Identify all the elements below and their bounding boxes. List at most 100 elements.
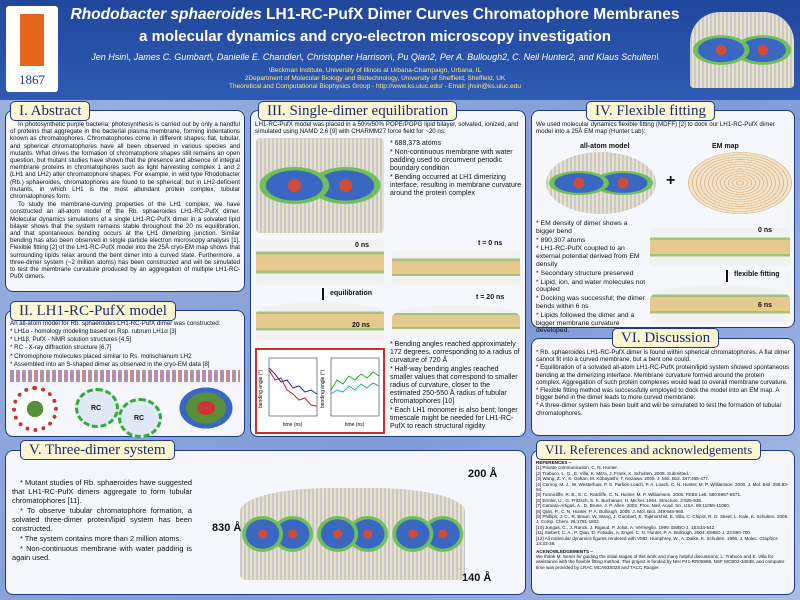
discussion-box xyxy=(531,338,795,436)
model-bullets: * LH1α - homology modeling based on Rsp.… xyxy=(10,328,242,369)
title-rest: LH1-RC-PufX Dimer Curves Chromatophore M… xyxy=(266,6,680,23)
ring-schematic: RC xyxy=(118,398,162,438)
rc-label: RC xyxy=(91,405,102,412)
reference: [10] Jungas, C., J. Ranck, J. Rigaud, P.… xyxy=(536,524,716,530)
reference: [2] Trabuco, L. G., E. Villa, K. Mitra, … xyxy=(536,470,690,476)
acknowledgements-title: ACKNOWLEDGEMENTS – xyxy=(536,548,593,554)
bullet: * LH1β, PufX - NMR solution structures [… xyxy=(10,336,132,344)
header: 1867 Rhodobacter sphaeroides LH1-RC-PufX… xyxy=(0,0,800,100)
references-box xyxy=(531,450,795,595)
affiliation: 2Department of Molecular Biology and Bio… xyxy=(244,75,506,82)
bullet: * EM density of dimer shows a bigger ben… xyxy=(536,220,628,235)
affiliation: Theoretical and Computational Biophysics… xyxy=(228,83,521,90)
plot-line xyxy=(330,371,380,391)
side-view-image xyxy=(392,305,520,337)
reference: [12] All molecular dynamics figures rend… xyxy=(536,535,778,547)
equilibration-bullets: * 688,373 atoms * Non-continuous membrane… xyxy=(390,140,522,199)
affiliation: \Beckman Institute, University of Illino… xyxy=(268,67,482,74)
reference: [8] Qian, P., C. N. Hunter, P. A. Bullou… xyxy=(536,508,685,514)
section-heading: VII. References and acknowledgements xyxy=(536,440,762,460)
fit-image xyxy=(650,228,790,266)
plot-panel: bending angle (°) bending angle (°) time… xyxy=(255,348,385,434)
affiliations: \Beckman Institute, University of Illino… xyxy=(70,67,680,91)
section-heading: I. Abstract xyxy=(10,101,91,121)
reference: [6] Ermler, U., G. Fritzsch, S. K. Bucha… xyxy=(536,497,703,503)
bullet: * Lipids followed the dimer and a bigger… xyxy=(536,311,635,335)
plot-frame xyxy=(268,357,318,417)
x-axis-label: time (ns) xyxy=(345,422,365,428)
bullet: * Bending angles reached approximately 1… xyxy=(390,341,520,364)
plot-line xyxy=(268,369,318,407)
plot-frame xyxy=(330,357,380,417)
fitting-intro: We used molecular dynamics flexible fitt… xyxy=(536,121,775,136)
section-heading: IV. Flexible fitting xyxy=(586,101,715,121)
section-heading: III. Single-dimer equilibration xyxy=(258,101,458,121)
paragraph: In photosynthetic purple bacteria, photo… xyxy=(10,121,240,201)
fitting-bullets: * EM density of dimer shows a bigger ben… xyxy=(536,220,646,336)
title-species: Rhodobacter sphaeroides xyxy=(70,6,262,23)
results-bullets: * Bending angles reached approximately 1… xyxy=(390,341,522,432)
reference: [11] Siebert, C. A., P. Qian, D. Fotiadi… xyxy=(536,530,752,536)
bullet: * Each LH1 monomer is also bent; longer … xyxy=(390,407,518,430)
logo-mark xyxy=(20,14,44,66)
plot-line xyxy=(330,382,380,395)
bullet: * LH1α - homology modeling based on Rsp.… xyxy=(10,328,177,335)
alignment-figure xyxy=(10,370,240,382)
three-dimer-bullets: * Mutant studies of Rb. sphaeroides have… xyxy=(12,478,192,563)
dimer-image xyxy=(175,384,237,432)
y-axis-label: bending angle (°) xyxy=(320,370,326,408)
arrow-label: equilibration xyxy=(330,290,372,297)
time-label: 6 ns xyxy=(758,302,773,309)
bullet: * The system contains more than 2 millio… xyxy=(20,534,182,543)
model-image xyxy=(546,152,656,214)
subtitle: a molecular dynamics and cryo-electron m… xyxy=(139,28,611,45)
reference: [5] Tunnicliffe, R. B., E. C. Ratcliffe,… xyxy=(536,492,742,498)
dimension-label: 830 Å xyxy=(212,522,242,534)
bullet: * Secondary structure preserved xyxy=(536,269,634,277)
bullet: * Bending occurred at LH1 dimerizing int… xyxy=(390,174,522,197)
x-axis-label: time (ns) xyxy=(283,422,303,428)
bullet: * Mutant studies of Rb. sphaeroides have… xyxy=(12,478,192,505)
arrow xyxy=(726,270,728,282)
reference: [1] Private communication, C. N. Hunter. xyxy=(536,465,618,471)
image-label: EM map xyxy=(712,143,739,150)
time-label: t = 20 ns xyxy=(476,294,505,301)
references-title: REFERENCES – xyxy=(536,460,572,465)
y-axis-label: bending angle (°) xyxy=(258,370,264,408)
rc-label: RC xyxy=(134,415,145,422)
reference: [3] Wang, Z. Y., K. Gokan, M. Kobayashi,… xyxy=(536,476,710,482)
ring-image xyxy=(12,386,58,432)
authors: Jen Hsin\, James C. Gumbart\, Danielle E… xyxy=(91,52,659,62)
logo: 1867 xyxy=(6,6,58,92)
reference: [4] Conroy, M. J., W. Westerhuis, P. S. … xyxy=(536,481,789,493)
membrane-image xyxy=(256,302,384,340)
plot-line xyxy=(268,367,318,395)
equilibration-intro: LH1-RC-PufX model was placed in a 50%/50… xyxy=(255,121,519,136)
bullet: * Docking was successful; the dimer bend… xyxy=(536,295,645,310)
bullet: * Equilibration of a solvated all-atom L… xyxy=(536,364,790,386)
bullet: * Lipid, ion, and water molecules not co… xyxy=(536,278,646,294)
acknowledgements: We thank M. Sener for guiding the initia… xyxy=(536,553,785,570)
bullet: * LH1-RC-PufX coupled to an external pot… xyxy=(536,245,640,268)
ring-schematic: RC xyxy=(75,388,119,428)
bullet: * Rb. sphaeroides LH1-RC-PufX dimer is f… xyxy=(536,349,790,364)
bullet: * 688,373 atoms xyxy=(390,140,441,147)
bullet: * 890,307 atoms xyxy=(536,236,586,244)
arrow xyxy=(322,288,324,300)
logo-year: 1867 xyxy=(19,72,45,87)
abstract-box xyxy=(5,110,245,292)
references-text: REFERENCES – [1] Private communication, … xyxy=(536,460,790,570)
dimension-label: 140 Å xyxy=(462,572,492,584)
reference: [7] Camara-Artigas, A., D. Brune, J. P. … xyxy=(536,503,731,509)
system-image xyxy=(256,138,384,233)
time-label: 0 ns xyxy=(758,227,773,234)
three-dimer-image xyxy=(240,488,465,580)
abstract-text: In photosynthetic purple bacteria, photo… xyxy=(10,121,240,281)
bullet: * Chromophore molecules placed similar t… xyxy=(10,352,192,360)
bullet: * To observe tubular chromatophore forma… xyxy=(12,506,192,533)
bullet: * Non-continuous membrane with water pad… xyxy=(390,149,513,172)
time-label: 0 ns xyxy=(355,242,370,249)
model-intro: An all-atom model for Rb. sphaeroides LH… xyxy=(10,320,221,327)
section-heading: II. LH1-RC-PufX model xyxy=(10,301,176,321)
